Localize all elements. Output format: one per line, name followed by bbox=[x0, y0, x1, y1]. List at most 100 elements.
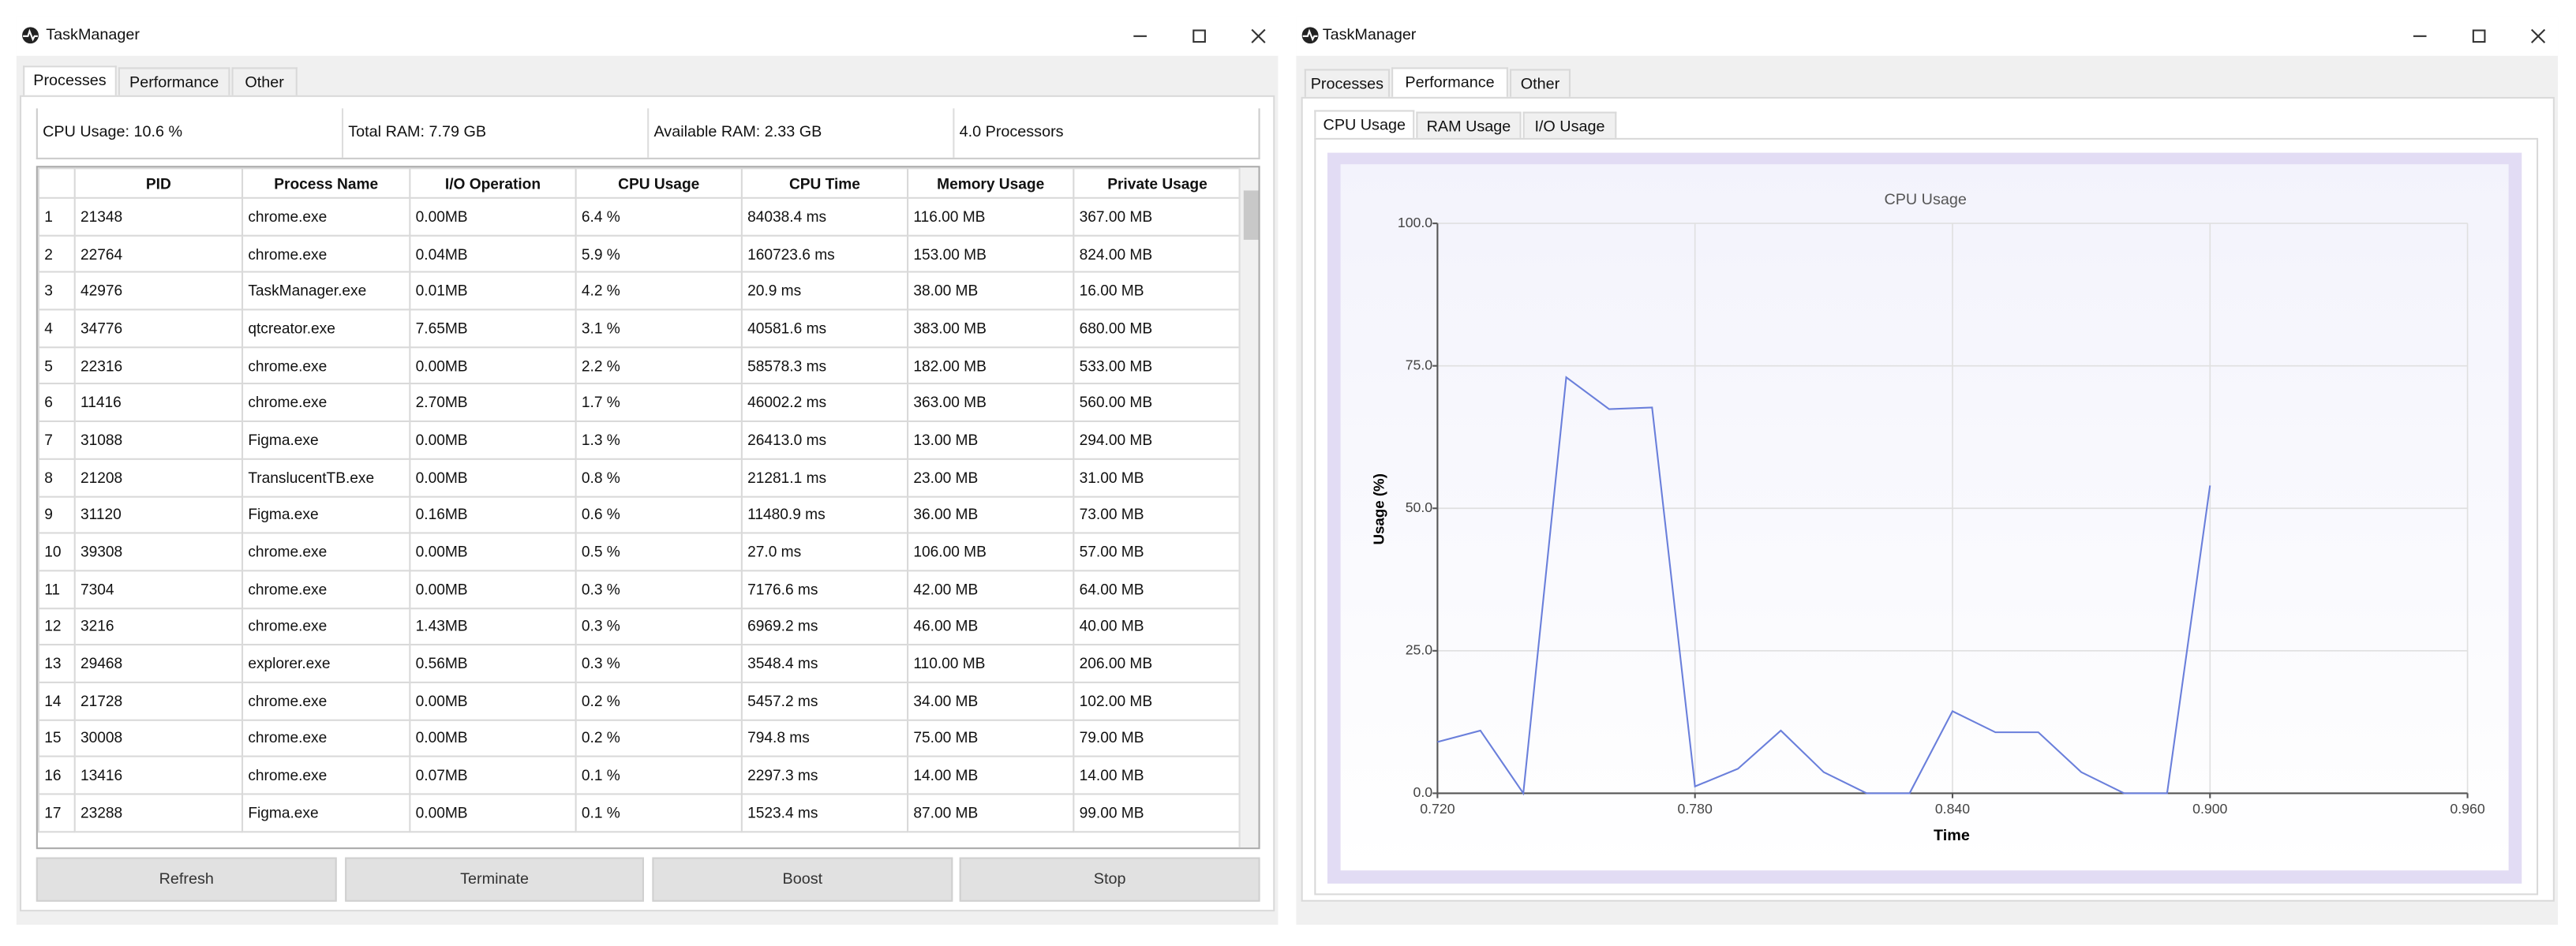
cell: 30008 bbox=[73, 718, 244, 758]
cell: 824.00 MB bbox=[1073, 234, 1242, 274]
column-header: PID bbox=[73, 167, 244, 199]
button[interactable]: Stop bbox=[959, 857, 1260, 902]
table-row[interactable]: 6 11416 chrome.exe 2.70MB 1.7 % 46002.2 ms 363… bbox=[37, 383, 1242, 423]
x-tick-label: 0.720 bbox=[1420, 801, 1455, 817]
scroll-thumb[interactable] bbox=[1243, 190, 1259, 240]
cell: explorer.exe bbox=[241, 644, 411, 683]
table-row[interactable]: 3 42976 TaskManager.exe 0.01MB 4.2 % 20.9 ms 3… bbox=[37, 271, 1242, 311]
cell: 31120 bbox=[73, 495, 244, 534]
tab[interactable]: Processes bbox=[23, 65, 117, 97]
cell: 14.00 MB bbox=[907, 756, 1075, 795]
corner-header bbox=[37, 167, 76, 199]
subtab[interactable]: I/O Usage bbox=[1522, 111, 1617, 140]
cell: 22764 bbox=[73, 234, 244, 274]
chart-background bbox=[1340, 164, 2509, 871]
cell: 0.07MB bbox=[409, 756, 577, 795]
cell: 182.00 MB bbox=[907, 346, 1075, 385]
cell: 1.3 % bbox=[575, 421, 743, 460]
table-row[interactable]: 17 23288 Figma.exe 0.00MB 0.1 % 1523.4 ms 87.0… bbox=[37, 793, 1242, 832]
cell: 160723.6 ms bbox=[740, 234, 909, 274]
cell: 11480.9 ms bbox=[740, 495, 909, 534]
table-row[interactable]: 13 29468 explorer.exe 0.56MB 0.3 % 3548.4 ms 1… bbox=[37, 644, 1242, 683]
stats-bar: CPU Usage: 10.6 % Total RAM: 7.79 GB Ava… bbox=[36, 108, 1260, 159]
table-row[interactable]: 10 39308 chrome.exe 0.00MB 0.5 % 27.0 ms 106.0… bbox=[37, 532, 1242, 572]
window-controls[interactable] bbox=[1127, 26, 1275, 46]
cell: 79.00 MB bbox=[1073, 718, 1242, 758]
cell: 0.56MB bbox=[409, 644, 577, 683]
cell: 206.00 MB bbox=[1073, 644, 1242, 683]
window-title: TaskManager bbox=[1322, 26, 1417, 45]
subtab[interactable]: CPU Usage bbox=[1314, 110, 1415, 140]
scrollbar[interactable] bbox=[1238, 167, 1259, 848]
row-number: 9 bbox=[37, 495, 76, 534]
cell: 2.2 % bbox=[575, 346, 743, 385]
column-header: I/O Operation bbox=[409, 167, 577, 199]
data-line bbox=[1437, 376, 2211, 796]
tab[interactable]: Performance bbox=[118, 67, 230, 97]
x-tick-label: 0.840 bbox=[1935, 801, 1970, 817]
tab[interactable]: Other bbox=[231, 67, 298, 97]
table-row[interactable]: 12 3216 chrome.exe 1.43MB 0.3 % 6969.2 ms 46.0… bbox=[37, 607, 1242, 646]
table-row[interactable]: 16 13416 chrome.exe 0.07MB 0.1 % 2297.3 ms 14.… bbox=[37, 756, 1242, 795]
table-row[interactable]: 8 21208 TranslucentTB.exe 0.00MB 0.8 % 21281.… bbox=[37, 458, 1242, 497]
chart-title: CPU Usage bbox=[1884, 191, 1966, 208]
row-number: 11 bbox=[37, 570, 76, 609]
table-row[interactable]: 11 7304 chrome.exe 0.00MB 0.3 % 7176.6 ms 42.0… bbox=[37, 570, 1242, 609]
table-row[interactable]: 7 31088 Figma.exe 0.00MB 1.3 % 26413.0 ms 13.0… bbox=[37, 421, 1242, 460]
cell: 13.00 MB bbox=[907, 421, 1075, 460]
cell: 7.65MB bbox=[409, 308, 577, 348]
tab[interactable]: Processes bbox=[1304, 69, 1391, 99]
cell: 6969.2 ms bbox=[740, 607, 909, 646]
table-row[interactable]: 2 22764 chrome.exe 0.04MB 5.9 % 160723.6 ms 15… bbox=[37, 234, 1242, 274]
column-header: CPU Time bbox=[740, 167, 909, 199]
cell: 36.00 MB bbox=[907, 495, 1075, 534]
subtab[interactable]: RAM Usage bbox=[1416, 111, 1522, 140]
cell: 22316 bbox=[73, 346, 244, 385]
cell: chrome.exe bbox=[241, 346, 411, 385]
table-row[interactable]: 1 21348 chrome.exe 0.00MB 6.4 % 84038.4 ms 116… bbox=[37, 196, 1242, 237]
cell: 16.00 MB bbox=[1073, 271, 1242, 311]
table-row[interactable]: 4 34776 qtcreator.exe 7.65MB 3.1 % 40581.6 ms… bbox=[37, 308, 1242, 348]
cell: 6.4 % bbox=[575, 196, 743, 237]
cell: 560.00 MB bbox=[1073, 383, 1242, 423]
table-row[interactable]: 5 22316 chrome.exe 0.00MB 2.2 % 58578.3 ms 182… bbox=[37, 346, 1242, 385]
tab[interactable]: Other bbox=[1509, 69, 1571, 99]
cell: 20.9 ms bbox=[740, 271, 909, 311]
button[interactable]: Refresh bbox=[36, 857, 337, 902]
x-tick-label: 0.780 bbox=[1678, 801, 1713, 817]
cell: 75.00 MB bbox=[907, 718, 1075, 758]
x-tick-label: 0.960 bbox=[2450, 801, 2484, 817]
table-row[interactable]: 9 31120 Figma.exe 0.16MB 0.6 % 11480.9 ms 36.0… bbox=[37, 495, 1242, 534]
table-row[interactable]: 15 30008 chrome.exe 0.00MB 0.2 % 794.8 ms 75.0… bbox=[37, 718, 1242, 758]
cell: 0.3 % bbox=[575, 570, 743, 609]
cell: 34776 bbox=[73, 308, 244, 348]
process-table-view: PID Process Name I/O Operation CPU Usage CPU… bbox=[36, 166, 1260, 850]
button[interactable]: Boost bbox=[652, 857, 953, 902]
window: TaskManager Processes Performance Other … bbox=[16, 16, 1279, 925]
table-row[interactable]: 14 21728 chrome.exe 0.00MB 0.2 % 5457.2 ms 34.… bbox=[37, 681, 1242, 721]
column-header: Private Usage bbox=[1073, 167, 1242, 199]
tab[interactable]: Performance bbox=[1391, 67, 1508, 99]
row-number: 5 bbox=[37, 346, 76, 385]
cell: 0.00MB bbox=[409, 346, 577, 385]
row-number: 2 bbox=[37, 234, 76, 274]
cell: 26413.0 ms bbox=[740, 421, 909, 460]
cell: 116.00 MB bbox=[907, 196, 1075, 237]
cell: 0.2 % bbox=[575, 718, 743, 758]
cell: 40.00 MB bbox=[1073, 607, 1242, 646]
cell: 153.00 MB bbox=[907, 234, 1075, 274]
cell: 2.70MB bbox=[409, 383, 577, 423]
cell: 0.2 % bbox=[575, 681, 743, 721]
cell: chrome.exe bbox=[241, 234, 411, 274]
cell: 3216 bbox=[73, 607, 244, 646]
button[interactable]: Terminate bbox=[345, 857, 644, 902]
window-controls[interactable] bbox=[2407, 26, 2555, 46]
cell: 42976 bbox=[73, 271, 244, 311]
app-icon bbox=[22, 27, 39, 44]
cell: 294.00 MB bbox=[1073, 421, 1242, 460]
cell: chrome.exe bbox=[241, 681, 411, 721]
cell: 0.16MB bbox=[409, 495, 577, 534]
cell: 73.00 MB bbox=[1073, 495, 1242, 534]
cell: chrome.exe bbox=[241, 718, 411, 758]
